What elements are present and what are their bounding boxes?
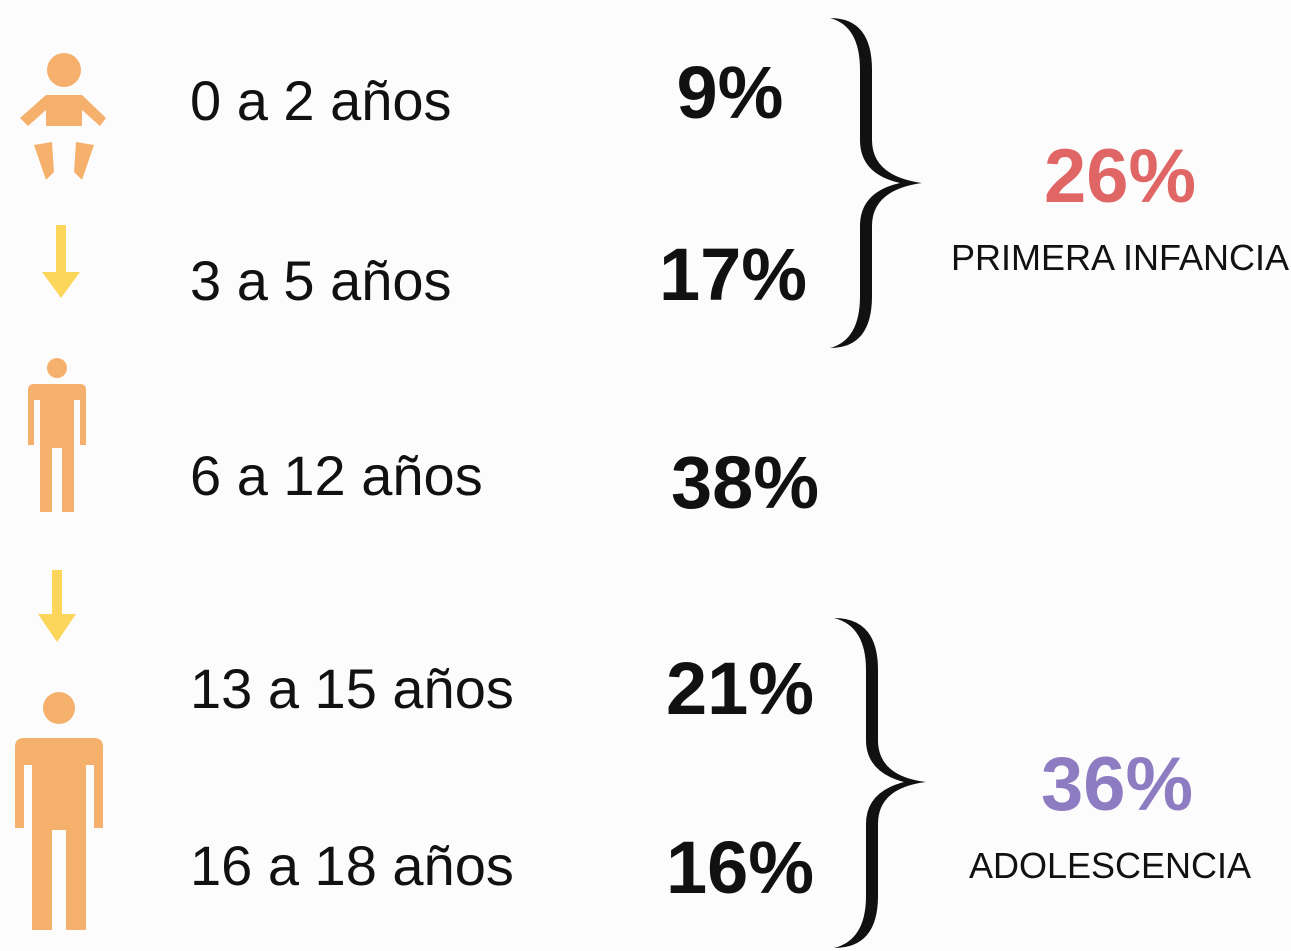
percent: 17% xyxy=(659,233,807,316)
brace xyxy=(830,18,922,348)
age-label: 6 a 12 años xyxy=(190,444,483,507)
age-label: 13 a 15 años xyxy=(190,657,514,720)
percent: 16% xyxy=(666,826,814,909)
percent: 9% xyxy=(677,51,784,134)
age-label: 0 a 2 años xyxy=(190,69,452,132)
group-percent: 36% xyxy=(1041,742,1193,827)
percent: 21% xyxy=(666,647,814,730)
age-label: 3 a 5 años xyxy=(190,249,452,312)
group-label: ADOLESCENCIA xyxy=(969,845,1251,886)
percent: 38% xyxy=(671,441,819,524)
group-percent: 26% xyxy=(1044,134,1196,219)
arrow-icon xyxy=(38,570,76,642)
baby-icon xyxy=(20,53,106,180)
teen-icon xyxy=(15,692,103,930)
arrow-icon xyxy=(42,225,80,298)
group-label: PRIMERA INFANCIA xyxy=(951,237,1289,278)
age-label: 16 a 18 años xyxy=(190,834,514,897)
child-icon xyxy=(28,358,86,512)
brace xyxy=(834,618,926,948)
